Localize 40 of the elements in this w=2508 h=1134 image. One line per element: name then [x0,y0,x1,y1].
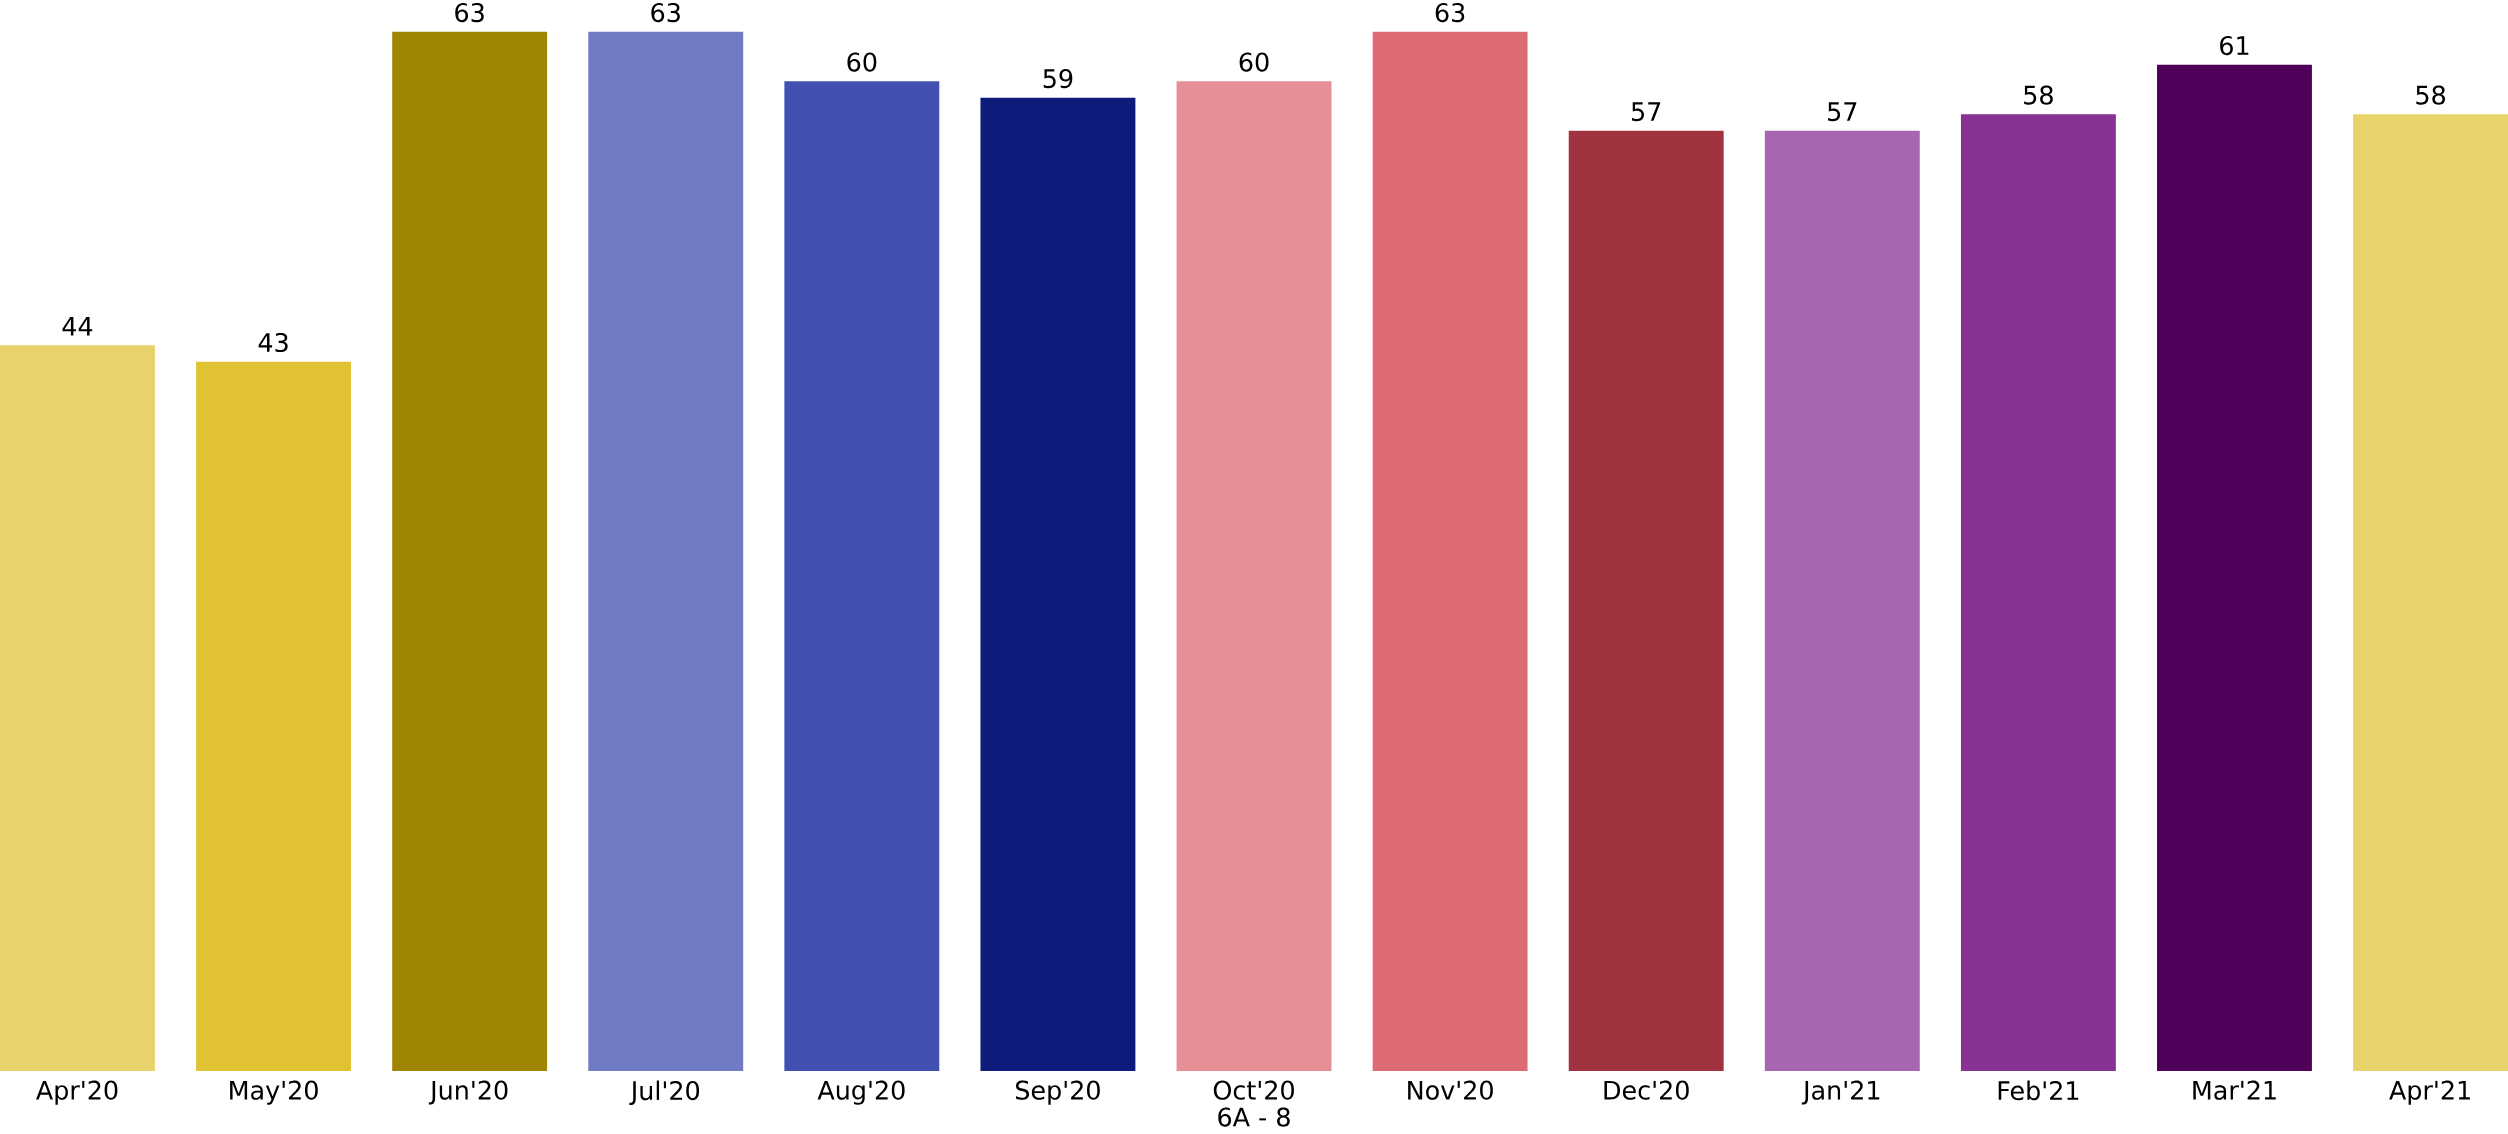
x-tick-label: Dec'20 [1604,1080,1689,1100]
bar [2353,114,2508,1071]
x-tick-label: Jul'20 [629,1080,700,1105]
bar [1568,130,1724,1071]
bar [784,81,940,1071]
x-tick-label: Apr'20 [36,1080,118,1105]
x-tick-label: Apr'21 [2389,1080,2470,1105]
x-tick-label: Jun'20 [428,1080,508,1105]
data-label: 60 [1239,52,1269,72]
text: 6A - 8 [1218,1107,1290,1127]
bar [1176,81,1332,1071]
x-tick-label: Oct'20 [1213,1080,1294,1100]
data-label: 63 [1435,2,1465,23]
bar [1764,130,1920,1071]
data-label: 44 [62,317,93,336]
x-tick-label: Nov'20 [1408,1080,1493,1100]
x-tick-label: Aug'20 [817,1080,905,1105]
bar [980,97,1136,1071]
data-label: 58 [2416,85,2446,105]
bar [1960,114,2116,1071]
x-tick-label: Jan'21 [1801,1080,1880,1105]
bar [196,361,352,1071]
bar [1372,31,1528,1071]
bar [392,31,548,1071]
x-tick-label: Feb'21 [1998,1080,2079,1101]
bar [0,345,155,1071]
x-tick-label: Mar'21 [2193,1080,2276,1100]
data-label: 60 [847,52,877,72]
x-tick-label: Sep'20 [1016,1080,1100,1105]
bar [588,31,744,1071]
data-label: 43 [258,332,288,353]
data-label: 63 [455,2,484,23]
data-label: 58 [2024,85,2053,105]
data-label: 63 [651,2,680,23]
data-label: 59 [1043,68,1073,89]
data-label: 57 [1632,102,1661,122]
data-label: 57 [1828,102,1857,122]
bar [2157,64,2312,1071]
x-tick-label: May'20 [230,1080,318,1105]
data-label: 61 [2220,35,2249,56]
